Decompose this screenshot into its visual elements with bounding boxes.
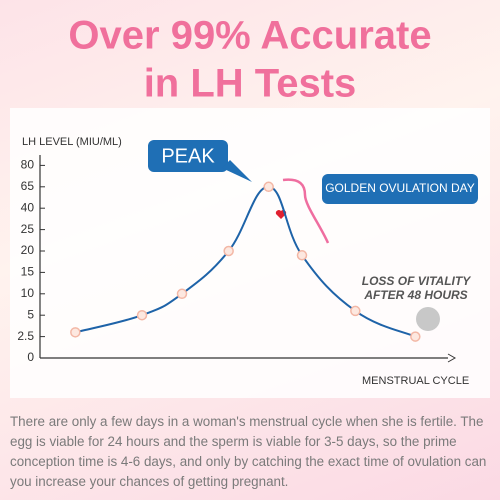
y-tick-label: 2.5 xyxy=(17,329,34,343)
y-tick-label: 25 xyxy=(21,222,35,236)
peak-pointer xyxy=(222,160,252,182)
y-tick-label: 15 xyxy=(21,265,35,279)
y-tick-label: 65 xyxy=(21,179,35,193)
title: in LH Tests xyxy=(144,62,357,106)
golden-label: GOLDEN OVULATION DAY xyxy=(325,181,475,195)
sad-face xyxy=(416,307,440,331)
point xyxy=(263,181,274,193)
x-label: MENSTRUAL CYCLE xyxy=(362,375,469,387)
peak-box xyxy=(148,140,228,172)
y-tick-label: 5 xyxy=(27,307,34,321)
point xyxy=(223,245,234,257)
bracket xyxy=(282,178,330,244)
point xyxy=(176,288,188,300)
golden-box xyxy=(322,174,478,204)
y-label: LH LEVEL (MIU/ML) xyxy=(22,136,122,148)
y-tick-label: 40 xyxy=(21,200,35,214)
arrow xyxy=(447,353,457,363)
loss-label: LOSS OF VITALITY xyxy=(362,274,471,288)
point xyxy=(70,327,81,338)
description: There are only a few days in a woman's m… xyxy=(10,414,487,489)
y-tick-label: 0 xyxy=(27,350,34,364)
curve xyxy=(75,185,416,338)
point xyxy=(350,305,361,317)
title: Over 99% Accurate xyxy=(68,14,431,58)
point xyxy=(136,309,148,321)
y-tick-label: 10 xyxy=(21,286,35,300)
y-tick-label: 20 xyxy=(21,243,35,257)
point xyxy=(296,250,308,261)
peak-label: PEAK xyxy=(161,145,215,167)
point xyxy=(410,331,421,342)
y-tick-label: 80 xyxy=(21,158,35,172)
loss-label: AFTER 48 HOURS xyxy=(363,288,467,302)
panel xyxy=(10,108,490,398)
